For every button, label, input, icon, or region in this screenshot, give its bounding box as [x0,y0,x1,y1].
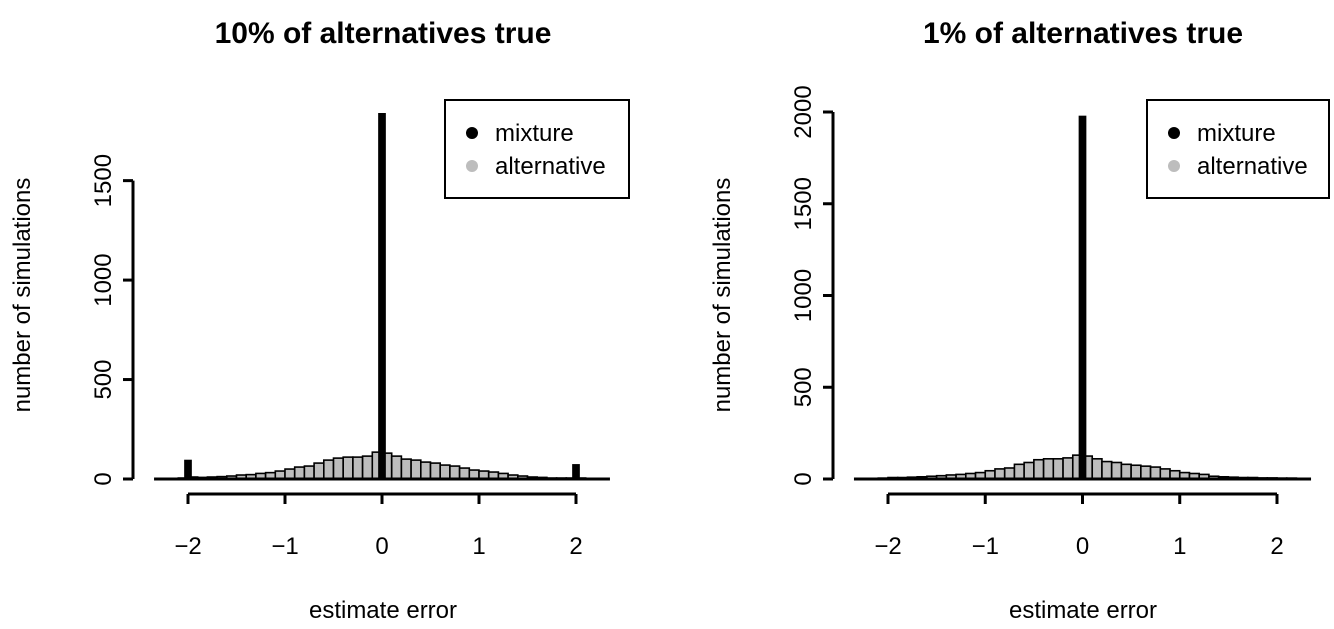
alternative-bar [419,461,432,480]
alternative-bar [439,464,451,480]
alternative-bar [1052,458,1064,480]
alternative-bar [1110,461,1123,480]
alternative-bar [1042,458,1055,480]
chart-panel-right: 1% of alternatives true estimate error n… [709,17,1330,624]
legend-box [1146,99,1330,199]
alternative-bar [332,457,344,480]
y-axis: 0 500 1000 1500 2000 [790,85,835,486]
legend: mixture alternative [444,99,630,199]
chart-title: 10% of alternatives true [215,17,552,50]
x-tick-label: 0 [375,533,388,560]
alternative-bar [361,455,374,480]
y-axis-label: number of simulations [709,178,736,413]
legend-marker-mixture [1168,127,1180,139]
alternative-bar [390,455,403,480]
alternative-bar [1062,457,1074,480]
legend-box [444,99,630,199]
x-axis-label: estimate error [1009,597,1157,624]
mixture-bar [378,113,386,479]
y-axis: 0 500 1000 1500 [90,154,135,486]
x-axis-label: estimate error [309,597,457,624]
x-axis: −2 −1 0 1 2 [874,492,1284,560]
alternative-bar [1023,461,1035,480]
alternative-bar [429,462,441,480]
legend-label-alternative: alternative [495,153,606,180]
alternative-bar [994,468,1006,480]
alternative-bar [400,458,412,480]
x-axis: −2 −1 0 1 2 [174,492,583,560]
x-tick-label: −1 [972,533,999,560]
y-tick-label: 1000 [790,269,817,322]
x-tick-label: −2 [174,533,201,560]
x-tick-label: 0 [1076,533,1089,560]
x-tick-label: 1 [1173,533,1186,560]
alternative-bar [1013,463,1025,480]
legend-marker-mixture [466,127,478,139]
x-tick-label: −2 [874,533,901,560]
y-tick-label: 1500 [90,154,117,207]
alternative-bar [342,456,354,480]
alternative-bar [1120,463,1132,480]
mixture-bar [1078,115,1087,480]
mixture-bars [184,113,580,479]
chart-panel-left: 10% of alternatives true estimate error … [9,17,630,624]
y-tick-label: 2000 [790,85,817,138]
x-tick-label: 2 [1270,533,1283,560]
mixture-bar [572,464,580,479]
alternative-bar [1149,466,1162,480]
y-tick-label: 1000 [90,253,117,306]
alternative-bar [1130,464,1142,480]
alternative-bar [322,459,335,480]
legend: mixture alternative [1146,99,1330,199]
alternative-bar [458,467,471,480]
alternative-bar [410,459,422,480]
mixture-bars [1078,115,1087,480]
alternative-bar [1159,468,1171,480]
chart-title: 1% of alternatives true [923,17,1243,50]
x-tick-label: 1 [472,533,485,560]
alternative-bar [313,462,325,480]
alternative-bar [303,465,315,480]
alternative-bar [1140,465,1152,480]
alternative-bar [352,456,364,480]
alternative-bar [293,466,306,480]
y-tick-label: 1500 [790,177,817,230]
y-axis-label: number of simulations [9,178,36,413]
alternative-bar [449,465,461,480]
alternative-bar [1091,458,1103,480]
legend-marker-alternative [1168,160,1180,172]
alternative-bar [1101,460,1113,480]
legend-label-mixture: mixture [1197,120,1276,147]
alternative-bar [1033,458,1045,480]
y-tick-label: 500 [90,360,117,400]
y-tick-label: 500 [790,367,817,407]
y-tick-label: 0 [790,472,817,485]
x-tick-label: −1 [271,533,298,560]
x-tick-label: 2 [569,533,582,560]
alternative-bar [1003,467,1016,480]
alternative-bars [177,451,597,480]
alternative-bars [877,454,1298,480]
legend-label-alternative: alternative [1197,153,1308,180]
legend-marker-alternative [466,160,478,172]
legend-label-mixture: mixture [495,120,574,147]
y-tick-label: 0 [90,472,117,485]
mixture-bar [184,459,192,479]
